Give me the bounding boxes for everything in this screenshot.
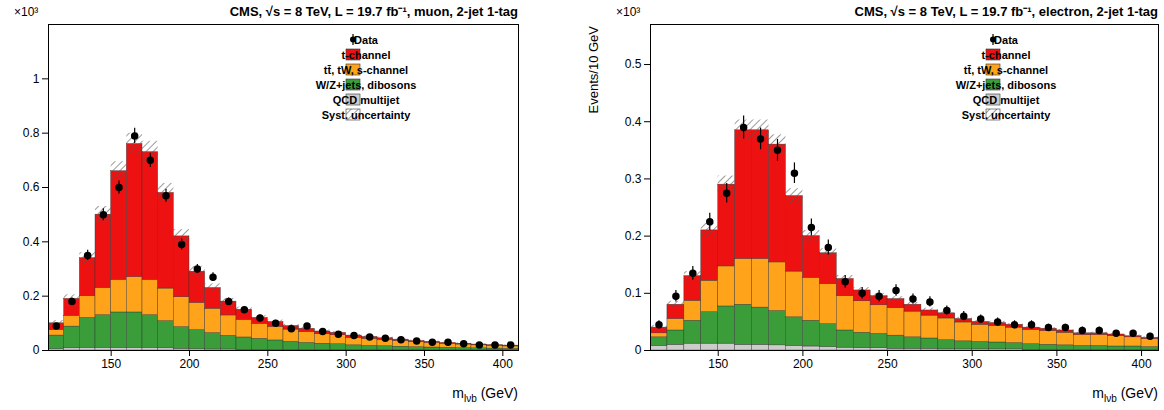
- svg-text:0.4: 0.4: [625, 115, 642, 129]
- svg-text:150: 150: [708, 357, 728, 371]
- svg-text:350: 350: [1047, 357, 1067, 371]
- svg-text:QCD multijet: QCD multijet: [973, 94, 1040, 106]
- svg-text:QCD multijet: QCD multijet: [333, 94, 400, 106]
- svg-text:×10³: ×10³: [616, 5, 640, 19]
- svg-text:0.2: 0.2: [625, 229, 642, 243]
- svg-text:0.5: 0.5: [625, 57, 642, 71]
- svg-text:Syst. uncertainty: Syst. uncertainty: [962, 109, 1052, 121]
- svg-text:0.1: 0.1: [625, 286, 642, 300]
- svg-text:W/Z+jets, dibosons: W/Z+jets, dibosons: [316, 79, 417, 91]
- svg-text:W/Z+jets, dibosons: W/Z+jets, dibosons: [956, 79, 1057, 91]
- svg-text:0.6: 0.6: [23, 180, 40, 194]
- svg-text:0: 0: [33, 343, 40, 357]
- svg-text:t-channel: t-channel: [342, 49, 391, 61]
- svg-text:Data: Data: [994, 34, 1019, 46]
- svg-text:0: 0: [635, 343, 642, 357]
- svg-text:0.3: 0.3: [625, 172, 642, 186]
- svg-text:350: 350: [414, 357, 434, 371]
- svg-text:×10³: ×10³: [14, 5, 38, 19]
- svg-text:400: 400: [493, 357, 513, 371]
- svg-text:200: 200: [793, 357, 813, 371]
- svg-text:Syst. uncertainty: Syst. uncertainty: [322, 109, 412, 121]
- svg-text:mlνb (GeV): mlνb (GeV): [1092, 385, 1158, 404]
- svg-text:200: 200: [179, 357, 199, 371]
- svg-text:Data: Data: [354, 34, 379, 46]
- svg-text:Events/10 GeV: Events/10 GeV: [586, 26, 601, 114]
- svg-text:tt̄, tW, s-channel: tt̄, tW, s-channel: [964, 64, 1048, 76]
- svg-text:CMS, √s = 8 TeV, L = 19.7 fb⁻¹: CMS, √s = 8 TeV, L = 19.7 fb⁻¹, electron…: [855, 4, 1159, 19]
- svg-text:0.4: 0.4: [23, 235, 40, 249]
- svg-text:mlνb (GeV): mlνb (GeV): [452, 385, 518, 404]
- svg-text:400: 400: [1132, 357, 1152, 371]
- svg-text:150: 150: [101, 357, 121, 371]
- svg-text:0.8: 0.8: [23, 126, 40, 140]
- svg-text:300: 300: [336, 357, 356, 371]
- svg-text:250: 250: [258, 357, 278, 371]
- svg-text:CMS, √s = 8 TeV, L = 19.7 fb⁻¹: CMS, √s = 8 TeV, L = 19.7 fb⁻¹, muon, 2-…: [230, 4, 518, 19]
- svg-text:t-channel: t-channel: [982, 49, 1031, 61]
- svg-text:250: 250: [878, 357, 898, 371]
- svg-text:0.2: 0.2: [23, 289, 40, 303]
- svg-text:300: 300: [962, 357, 982, 371]
- svg-text:1: 1: [33, 72, 40, 86]
- svg-text:tt̄, tW, s-channel: tt̄, tW, s-channel: [324, 64, 408, 76]
